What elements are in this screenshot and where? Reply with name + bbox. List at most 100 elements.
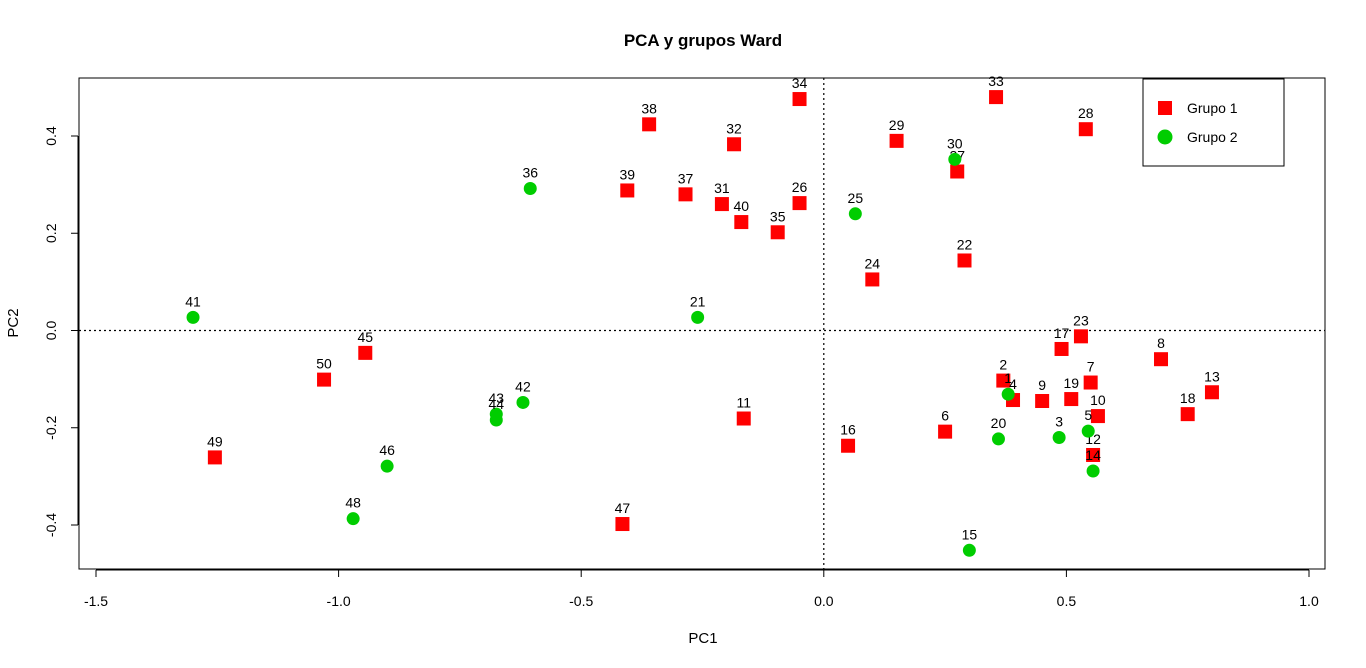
- legend-label-grupo-1: Grupo 1: [1187, 100, 1238, 116]
- point-label: 20: [991, 415, 1007, 431]
- x-tick-label: -1.0: [327, 593, 351, 609]
- point-label: 47: [615, 500, 631, 516]
- point-marker-square: [317, 372, 332, 387]
- point-label: 46: [379, 442, 395, 458]
- point-label: 9: [1038, 377, 1046, 393]
- point-label: 11: [736, 395, 751, 411]
- x-tick-label: 1.0: [1299, 593, 1319, 609]
- point-label: 14: [1085, 447, 1101, 463]
- x-tick-label: 0.5: [1057, 593, 1077, 609]
- point-marker-square: [358, 345, 373, 360]
- point-marker-square: [620, 183, 635, 198]
- y-tick-label: 0.2: [43, 223, 59, 243]
- point-marker-square: [1090, 409, 1105, 424]
- point-label: 7: [1087, 359, 1095, 375]
- x-axis-label: PC1: [688, 630, 717, 647]
- point-marker-circle: [1086, 464, 1100, 478]
- point-marker-square: [678, 187, 693, 202]
- y-axis-label: PC2: [5, 308, 22, 337]
- point-label: 2: [999, 357, 1007, 373]
- point-label: 48: [345, 495, 361, 511]
- point-marker-circle: [346, 512, 360, 526]
- legend: Grupo 1 Grupo 2: [1142, 78, 1285, 167]
- legend-label-grupo-2: Grupo 2: [1187, 129, 1238, 145]
- point-label: 22: [957, 236, 973, 252]
- legend-box: [1142, 78, 1285, 167]
- point-marker-circle: [523, 182, 537, 196]
- point-label: 4: [1009, 376, 1017, 392]
- point-label: 36: [522, 165, 538, 181]
- axes: -1.5 -1.0 -0.5 0.0 0.5 1.0 -0.4 -0.2 0.0 0.2 0.4: [43, 126, 1319, 609]
- point-marker-circle: [962, 543, 976, 557]
- point-marker-square: [996, 373, 1011, 388]
- point-label: 43: [489, 390, 505, 406]
- point-marker-square: [889, 133, 904, 148]
- point-label: 18: [1180, 390, 1196, 406]
- point-label: 38: [641, 100, 657, 116]
- point-label: 1: [1004, 370, 1012, 386]
- point-marker-square: [1073, 329, 1088, 344]
- point-marker-square: [1204, 385, 1219, 400]
- point-label: 33: [988, 73, 1004, 89]
- point-marker-circle: [848, 207, 862, 221]
- point-label: 39: [620, 166, 636, 182]
- point-label: 45: [357, 329, 373, 345]
- data-points: 2467891011121316171819222324262728293132…: [185, 73, 1220, 557]
- point-marker-circle: [516, 395, 530, 409]
- x-tick-label: -1.5: [84, 593, 108, 609]
- point-marker-square: [734, 215, 749, 230]
- x-tick-label: 0.0: [814, 593, 834, 609]
- plot-frame: [78, 77, 1326, 570]
- point-marker-circle: [691, 310, 705, 324]
- point-marker-square: [841, 438, 856, 453]
- point-label: 25: [848, 190, 864, 206]
- point-label: 29: [889, 117, 905, 133]
- point-label: 13: [1204, 368, 1220, 384]
- point-marker-square: [207, 450, 222, 465]
- point-marker-circle: [948, 152, 962, 166]
- point-marker-square: [792, 196, 807, 211]
- point-label: 24: [865, 255, 881, 271]
- point-marker-square: [989, 90, 1004, 105]
- plot-area: [78, 77, 1326, 570]
- point-marker-circle: [380, 459, 394, 473]
- point-label: 19: [1063, 375, 1079, 391]
- x-tick-label: -0.5: [569, 593, 593, 609]
- point-label: 16: [840, 422, 856, 438]
- y-tick-label: 0.4: [43, 126, 59, 146]
- point-marker-square: [615, 517, 630, 532]
- point-label: 35: [770, 208, 786, 224]
- point-marker-square: [957, 253, 972, 268]
- point-marker-square: [1078, 122, 1093, 137]
- point-label: 41: [185, 293, 201, 309]
- point-label: 8: [1157, 335, 1165, 351]
- point-label: 3: [1055, 413, 1063, 429]
- point-label: 40: [734, 198, 750, 214]
- point-label: 37: [678, 170, 694, 186]
- point-marker-circle: [1081, 424, 1095, 438]
- point-marker-square: [1054, 341, 1069, 356]
- point-label: 50: [316, 356, 332, 372]
- legend-marker-circle: [1157, 129, 1173, 145]
- point-marker-square: [1035, 394, 1050, 409]
- point-marker-square: [736, 411, 751, 426]
- point-label: 30: [947, 135, 963, 151]
- point-marker-circle: [1052, 430, 1066, 444]
- point-label: 15: [962, 526, 978, 542]
- point-marker-square: [1083, 375, 1098, 390]
- chart-title: PCA y grupos Ward: [624, 31, 782, 50]
- point-marker-circle: [1001, 387, 1015, 401]
- point-marker-square: [938, 424, 953, 439]
- legend-marker-square: [1158, 101, 1172, 115]
- point-marker-square: [727, 137, 742, 152]
- point-marker-circle: [489, 413, 503, 427]
- point-marker-circle: [991, 432, 1005, 446]
- point-marker-square: [865, 272, 880, 287]
- point-label: 44: [489, 396, 505, 412]
- point-label: 31: [714, 180, 730, 196]
- point-marker-square: [770, 225, 785, 240]
- point-label: 49: [207, 433, 223, 449]
- point-marker-square: [1064, 392, 1079, 407]
- point-label: 5: [1084, 407, 1092, 423]
